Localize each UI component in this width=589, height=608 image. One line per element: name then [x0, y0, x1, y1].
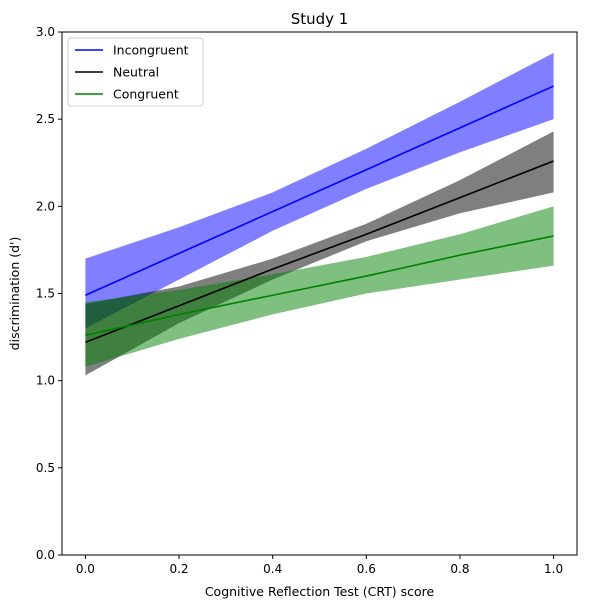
- x-tick-label: 0.2: [169, 562, 188, 576]
- series-line-incongruent: [85, 85, 554, 296]
- y-axis-ticks: 0.0 0.5 1.0 1.5 2.0 2.5 3.0: [36, 25, 62, 562]
- legend: Incongruent Neutral Congruent: [67, 37, 204, 107]
- y-tick-label: 2.0: [36, 199, 55, 213]
- y-axis-label: discrimination (d'): [7, 237, 22, 351]
- x-axis-ticks: 0.0 0.2 0.4 0.6 0.8 1.0: [76, 555, 563, 576]
- series-line-congruent: [85, 235, 554, 337]
- y-tick-label: 0.5: [36, 461, 55, 475]
- y-tick-label: 1.5: [36, 287, 55, 301]
- chart-title: Study 1: [291, 10, 349, 28]
- confidence-band-neutral: [85, 131, 554, 376]
- legend-label-congruent: Congruent: [113, 87, 179, 102]
- y-tick-label: 1.0: [36, 374, 55, 388]
- y-tick-label: 2.5: [36, 112, 55, 126]
- series-line-neutral: [85, 160, 554, 344]
- x-tick-label: 1.0: [544, 562, 563, 576]
- x-tick-label: 0.0: [76, 562, 95, 576]
- x-tick-label: 0.8: [450, 562, 469, 576]
- legend-box: [67, 37, 204, 107]
- series-lines: [85, 85, 554, 344]
- y-tick-label: 3.0: [36, 25, 55, 39]
- x-axis-label: Cognitive Reflection Test (CRT) score: [205, 584, 435, 599]
- confidence-band-congruent: [85, 206, 554, 367]
- y-tick-label: 0.0: [36, 548, 55, 562]
- legend-label-incongruent: Incongruent: [113, 43, 189, 58]
- x-tick-label: 0.4: [263, 562, 282, 576]
- x-tick-label: 0.6: [357, 562, 376, 576]
- legend-label-neutral: Neutral: [113, 65, 159, 80]
